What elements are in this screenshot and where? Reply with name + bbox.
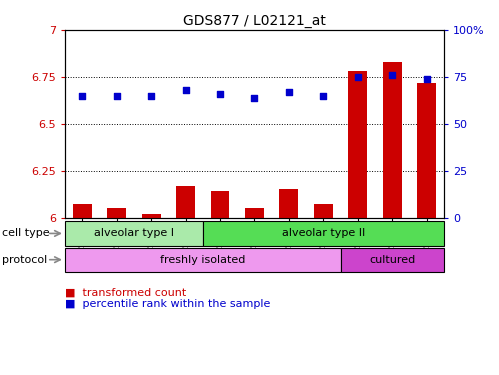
Bar — [65, 221, 203, 246]
Bar — [314, 204, 333, 218]
Bar — [383, 62, 402, 217]
Text: ■  transformed count: ■ transformed count — [65, 288, 186, 297]
Text: cultured: cultured — [369, 255, 416, 265]
Point — [250, 94, 258, 100]
Text: alveolar type II: alveolar type II — [282, 228, 365, 238]
Point — [319, 93, 327, 99]
Point — [182, 87, 190, 93]
Bar — [107, 208, 126, 218]
Point — [147, 93, 155, 99]
Bar — [417, 82, 436, 218]
Text: freshly isolated: freshly isolated — [160, 255, 246, 265]
Bar — [211, 191, 230, 217]
Text: ■  percentile rank within the sample: ■ percentile rank within the sample — [65, 299, 270, 309]
Point — [78, 93, 86, 99]
Bar — [279, 189, 298, 217]
Point — [354, 74, 362, 80]
Bar — [73, 204, 92, 218]
Point — [285, 89, 293, 95]
Bar — [348, 71, 367, 217]
Title: GDS877 / L02121_at: GDS877 / L02121_at — [183, 13, 326, 28]
Point — [113, 93, 121, 99]
Bar — [176, 186, 195, 218]
Bar — [65, 248, 341, 272]
Point — [423, 76, 431, 82]
Text: cell type: cell type — [2, 228, 50, 238]
Text: alveolar type I: alveolar type I — [94, 228, 174, 238]
Point — [216, 91, 224, 97]
Point — [388, 72, 396, 78]
Bar — [142, 214, 161, 217]
Bar — [203, 221, 444, 246]
Bar — [341, 248, 444, 272]
Text: protocol: protocol — [2, 255, 48, 265]
Bar — [245, 208, 264, 218]
